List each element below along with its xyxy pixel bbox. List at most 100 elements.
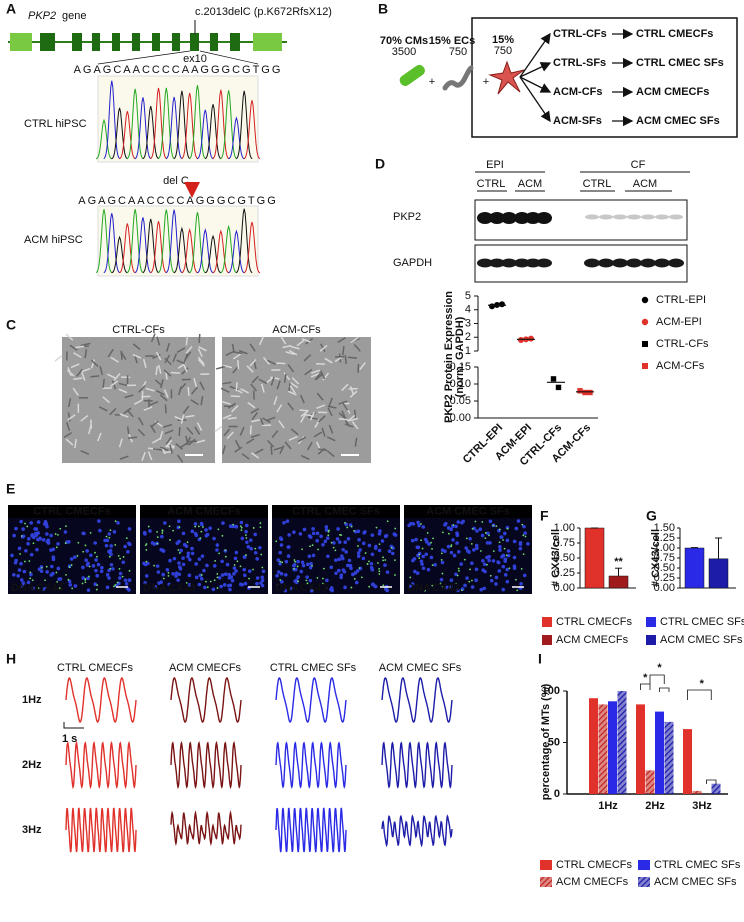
cell-fraction: 70% CMs — [380, 35, 428, 47]
nucleus — [199, 577, 204, 581]
point — [550, 376, 557, 382]
band — [599, 214, 613, 220]
nucleus — [287, 545, 291, 549]
y-tick-label: 0.75 — [554, 537, 575, 549]
nucleus — [491, 559, 496, 563]
cx43 — [114, 544, 117, 546]
trace — [275, 741, 347, 789]
nucleus — [56, 566, 61, 571]
cx43 — [339, 533, 341, 536]
nucleus — [433, 562, 437, 567]
cell — [123, 407, 132, 415]
bar — [711, 783, 721, 794]
nucleus — [260, 583, 265, 588]
cx43 — [357, 545, 359, 547]
cell — [296, 339, 305, 347]
nucleus — [526, 541, 530, 546]
cx43 — [20, 535, 23, 537]
nucleus — [286, 554, 291, 558]
nucleus — [260, 575, 265, 580]
nucleus — [348, 563, 353, 568]
cell — [90, 359, 96, 369]
exon — [190, 33, 199, 51]
nucleus — [283, 573, 288, 577]
cell — [270, 376, 275, 386]
cell — [113, 372, 121, 381]
cx43 — [441, 531, 444, 534]
nucleus — [487, 554, 491, 559]
cx43 — [281, 561, 284, 564]
nucleus — [172, 556, 177, 561]
cell — [81, 367, 91, 373]
cx43 — [321, 577, 324, 580]
cx43 — [84, 579, 87, 581]
y-tick-label: 1.50 — [654, 522, 675, 534]
cell — [262, 417, 271, 424]
cx43 — [58, 587, 61, 590]
nucleus — [378, 529, 382, 533]
nucleus — [223, 572, 228, 576]
cell — [246, 438, 255, 445]
peak — [157, 87, 175, 160]
cx43 — [32, 542, 35, 545]
nucleus — [165, 568, 170, 572]
nucleus — [449, 584, 453, 589]
nucleus — [522, 573, 527, 578]
nucleus — [302, 527, 307, 532]
nucleus — [440, 560, 445, 565]
nucleus — [497, 569, 502, 573]
cx43 — [108, 555, 111, 558]
cx43 — [368, 560, 370, 563]
cell — [90, 375, 100, 378]
nucleus — [516, 519, 521, 523]
nucleus — [10, 553, 14, 558]
nucleus — [107, 576, 111, 580]
cell — [299, 409, 309, 412]
peak — [220, 90, 237, 160]
fibroblast-icon — [488, 60, 525, 95]
nucleus — [29, 521, 34, 525]
cell — [273, 446, 283, 451]
nucleus — [463, 583, 467, 588]
cell — [250, 408, 260, 414]
gene-word: gene — [62, 10, 86, 22]
nucleus — [118, 571, 123, 576]
nucleus — [215, 543, 220, 547]
cx43 — [178, 526, 181, 529]
cell — [246, 365, 254, 373]
cell — [258, 336, 265, 346]
legend-label: CTRL-CFs — [656, 338, 709, 350]
cx43 — [279, 579, 282, 581]
peak — [126, 209, 144, 274]
cx43 — [382, 584, 385, 587]
cx43 — [96, 584, 99, 587]
nucleus — [21, 527, 25, 531]
cx43 — [28, 560, 31, 562]
nucleus — [197, 557, 202, 561]
nucleus — [220, 559, 224, 564]
nucleus — [12, 533, 16, 538]
cx43 — [89, 532, 92, 534]
nucleus — [222, 583, 227, 587]
cell — [164, 357, 172, 366]
cx43 — [114, 520, 117, 523]
cell — [126, 409, 134, 418]
cell — [65, 333, 74, 341]
cx43 — [29, 577, 32, 580]
cx43 — [199, 537, 202, 540]
plus: + — [483, 76, 489, 88]
cell — [351, 421, 359, 430]
nucleus — [156, 570, 161, 574]
nucleus — [419, 559, 424, 564]
nucleus — [488, 541, 492, 545]
nucleus — [332, 541, 336, 545]
cx43 — [424, 589, 426, 592]
nucleus — [228, 587, 232, 592]
nucleus — [105, 573, 110, 577]
nucleus — [279, 543, 284, 547]
cell — [150, 333, 156, 343]
exon — [172, 33, 180, 51]
cell — [240, 388, 249, 394]
y-axis-label: # CX43/cell — [650, 529, 662, 587]
peak — [134, 217, 152, 274]
